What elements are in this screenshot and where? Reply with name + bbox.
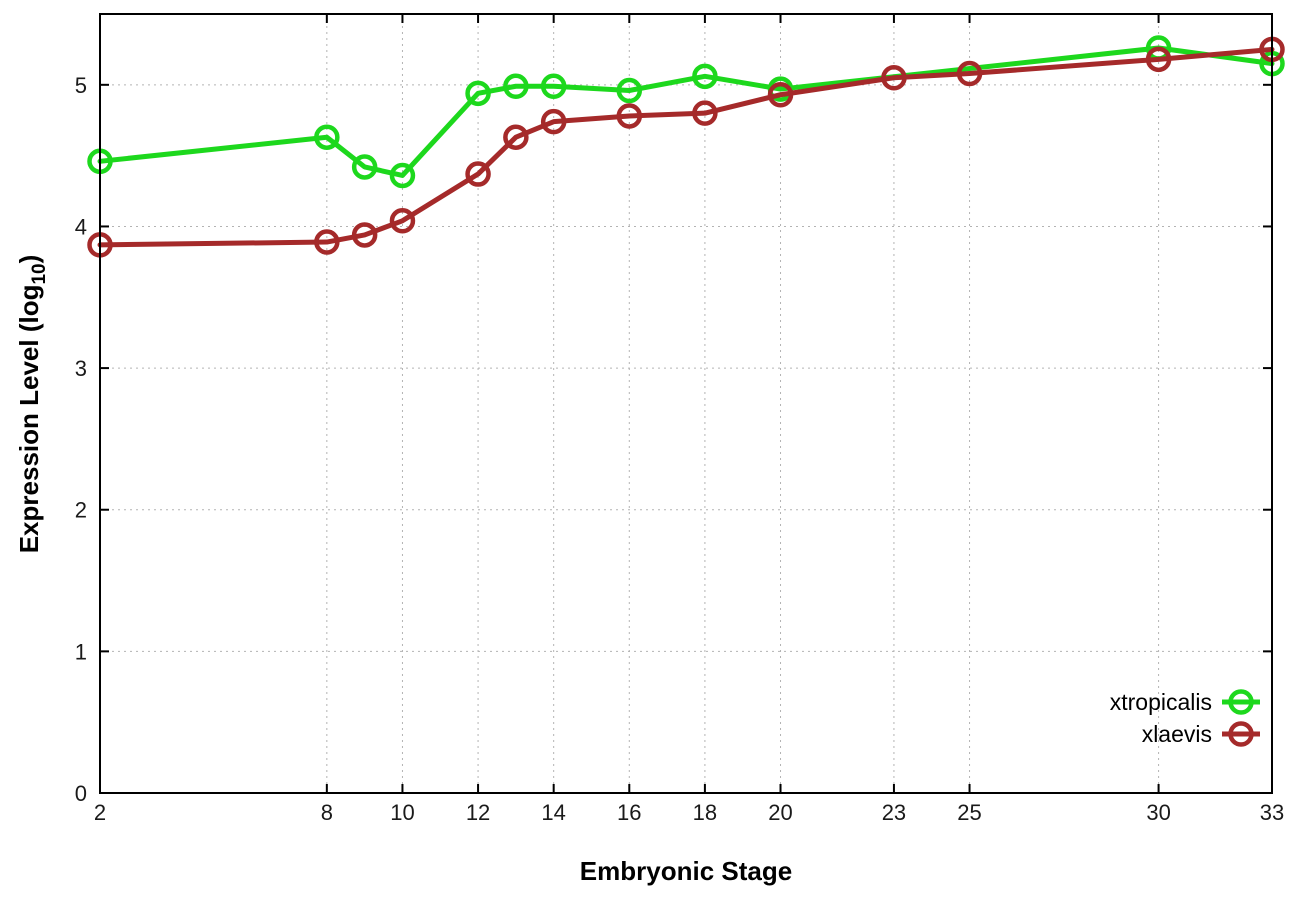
x-tick-label-2: 2 xyxy=(94,800,106,825)
legend: xtropicalis xlaevis xyxy=(1110,689,1260,747)
gridlines xyxy=(99,14,1273,793)
x-tick-label-25: 25 xyxy=(957,800,981,825)
y-axis-title-main: Expression Level (log xyxy=(14,285,44,554)
legend-label-xtropicalis: xtropicalis xyxy=(1110,689,1212,715)
series-layer xyxy=(87,35,1285,258)
x-tick-label-12: 12 xyxy=(466,800,490,825)
x-tick-label-30: 30 xyxy=(1146,800,1170,825)
x-tick-label-14: 14 xyxy=(541,800,565,825)
data-point-xlaevis-stage-30 xyxy=(1145,46,1172,73)
x-tick-label-10: 10 xyxy=(390,800,414,825)
x-axis-title: Embryonic Stage xyxy=(580,856,792,886)
data-point-xlaevis-stage-16 xyxy=(616,103,643,129)
data-point-xtropicalis-stage-10 xyxy=(389,162,416,189)
data-point-xtropicalis-stage-13 xyxy=(503,73,529,99)
data-point-xtropicalis-stage-8 xyxy=(314,124,340,150)
x-tick-label-16: 16 xyxy=(617,800,641,825)
y-tick-label-1: 1 xyxy=(75,639,87,664)
data-point-xtropicalis-stage-16 xyxy=(616,77,643,104)
x-tick-label-33: 33 xyxy=(1260,800,1284,825)
y-tick-label-0: 0 xyxy=(75,781,87,806)
y-tick-label-5: 5 xyxy=(75,73,87,98)
legend-sample-marker-xlaevis xyxy=(1228,721,1254,747)
data-point-xlaevis-stage-13 xyxy=(503,124,529,150)
data-point-xtropicalis-stage-18 xyxy=(692,63,718,90)
data-point-xlaevis-stage-18 xyxy=(692,100,718,126)
x-tick-label-18: 18 xyxy=(693,800,717,825)
data-point-xlaevis-stage-8 xyxy=(314,229,340,255)
data-point-xlaevis-stage-9 xyxy=(351,222,378,248)
plot-border xyxy=(99,13,1273,794)
data-point-xlaevis-stage-20 xyxy=(767,81,794,108)
y-axis-title-close: ) xyxy=(14,255,44,264)
data-point-xlaevis-stage-10 xyxy=(389,208,416,234)
legend-label-xlaevis: xlaevis xyxy=(1142,721,1212,747)
x-tick-label-20: 20 xyxy=(768,800,792,825)
y-axis-title: Expression Level (log10) xyxy=(14,255,50,554)
data-point-xlaevis-stage-12 xyxy=(465,161,491,187)
y-tick-label-2: 2 xyxy=(75,498,87,523)
y-tick-label-4: 4 xyxy=(75,214,87,239)
data-point-xtropicalis-stage-14 xyxy=(540,73,567,99)
data-point-xlaevis-stage-25 xyxy=(956,60,983,87)
x-tick-label-23: 23 xyxy=(882,800,906,825)
series-line-xtropicalis xyxy=(97,45,1275,178)
data-point-xlaevis-stage-14 xyxy=(540,108,567,135)
x-tick-label-8: 8 xyxy=(321,800,333,825)
y-axis-title-subscript: 10 xyxy=(29,263,50,284)
data-point-xlaevis-stage-23 xyxy=(881,64,907,91)
legend-sample-marker-xtropicalis xyxy=(1228,689,1254,715)
y-tick-label-3: 3 xyxy=(75,356,87,381)
data-point-xtropicalis-stage-9 xyxy=(351,154,378,180)
data-point-xtropicalis-stage-12 xyxy=(465,80,491,107)
